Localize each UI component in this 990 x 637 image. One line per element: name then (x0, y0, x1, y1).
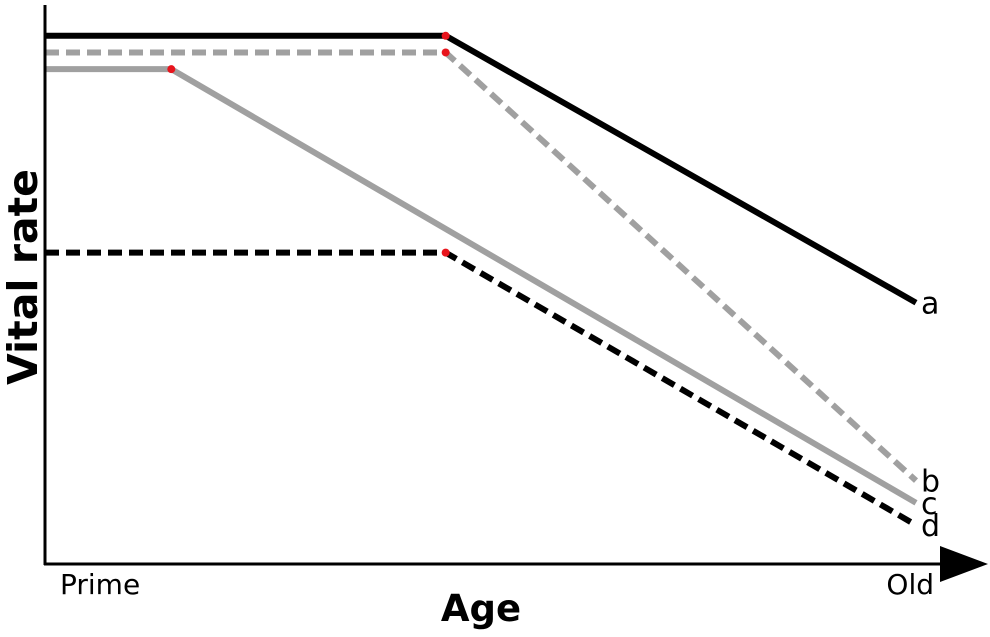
series-line-c (45, 66, 918, 506)
breakpoint-marker-d (441, 248, 450, 257)
series-labels: a bcd (921, 287, 940, 544)
breakpoint-marker-c (167, 65, 176, 74)
x-tick-label-old: Old (886, 568, 934, 601)
breakpoint-marker-b (441, 48, 450, 57)
series-label-c: c (921, 487, 938, 522)
x-axis-title: Age (441, 587, 521, 630)
series-label-b: b (921, 465, 940, 500)
breakpoint-marker-layer (167, 31, 450, 257)
y-axis-title: Vital rate (0, 169, 47, 385)
series-label-d: d (921, 509, 940, 544)
x-tick-label-prime: Prime (60, 568, 140, 601)
x-axis-arrowhead (940, 546, 988, 582)
breakpoint-marker-a (441, 31, 450, 40)
series-line-a (45, 32, 918, 306)
series-line-b (45, 49, 919, 483)
series-label-a: a (921, 287, 939, 322)
series-line-d (45, 249, 918, 528)
series-layer (45, 32, 919, 528)
